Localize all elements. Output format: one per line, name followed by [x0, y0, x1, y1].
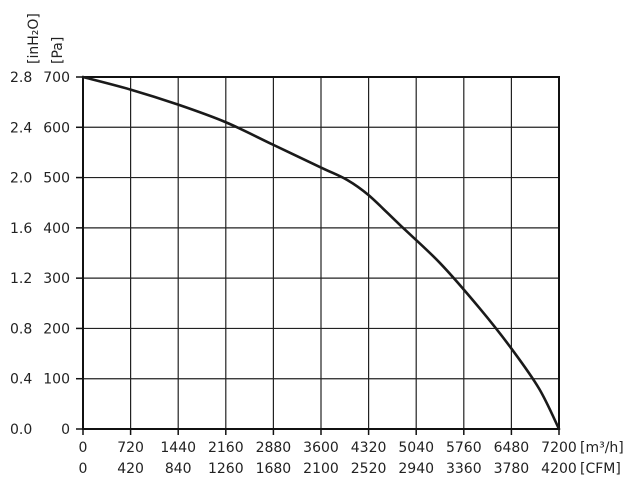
axis-ticks: [76, 76, 560, 435]
y-tick-label: 700: [43, 70, 70, 86]
y-tick-label: 500: [43, 171, 70, 187]
y-tick-label: 300: [43, 271, 70, 287]
performance-curve: [81, 75, 561, 431]
x-tick-label: 720: [117, 440, 144, 456]
y-secondary-tick-label: 1.2: [10, 271, 32, 287]
x-tick-label: 5760: [446, 440, 482, 456]
y-primary-unit-label: [Pa]: [50, 37, 66, 64]
y-secondary-tick-label: 0.4: [10, 372, 32, 388]
x-tick-label: 3600: [303, 440, 339, 456]
x-tick-label: 6480: [494, 440, 530, 456]
y-secondary-tick-label: 0.8: [10, 321, 32, 337]
x-tick-label: 7200: [541, 440, 577, 456]
x-tick-label: 2880: [256, 440, 292, 456]
x-secondary-tick-label: 2100: [303, 461, 339, 477]
y-secondary-tick-label: 2.0: [10, 171, 32, 187]
x-tick-label: 2160: [208, 440, 244, 456]
y-tick-label: 0: [61, 422, 70, 438]
x-secondary-tick-label: 2520: [351, 461, 387, 477]
x-secondary-tick-label: 3360: [446, 461, 482, 477]
x-tick-label: 1440: [160, 440, 196, 456]
y-tick-label: 200: [43, 321, 70, 337]
x-secondary-tick-label: 1260: [208, 461, 244, 477]
x-secondary-unit-label: [CFM]: [580, 461, 621, 477]
x-tick-label: 4320: [351, 440, 387, 456]
x-secondary-tick-label: 3780: [494, 461, 530, 477]
grid-lines: [82, 76, 560, 430]
tick-labels: 0072042014408402160126028801680360021004…: [10, 70, 577, 477]
y-secondary-tick-label: 2.8: [10, 70, 32, 86]
y-secondary-tick-label: 0.0: [10, 422, 32, 438]
x-secondary-tick-label: 1680: [256, 461, 292, 477]
y-tick-label: 100: [43, 372, 70, 388]
y-secondary-unit-label: [inH₂O]: [26, 13, 42, 64]
x-secondary-tick-label: 4200: [541, 461, 577, 477]
y-tick-label: 600: [43, 120, 70, 136]
x-secondary-tick-label: 0: [79, 461, 88, 477]
y-secondary-tick-label: 2.4: [10, 120, 32, 136]
x-secondary-tick-label: 2940: [398, 461, 434, 477]
x-tick-label: 0: [79, 440, 88, 456]
y-tick-label: 400: [43, 221, 70, 237]
x-secondary-tick-label: 840: [165, 461, 192, 477]
y-secondary-tick-label: 1.6: [10, 221, 32, 237]
x-tick-label: 5040: [398, 440, 434, 456]
x-primary-unit-label: [m³/h]: [580, 440, 624, 456]
x-secondary-tick-label: 420: [117, 461, 144, 477]
